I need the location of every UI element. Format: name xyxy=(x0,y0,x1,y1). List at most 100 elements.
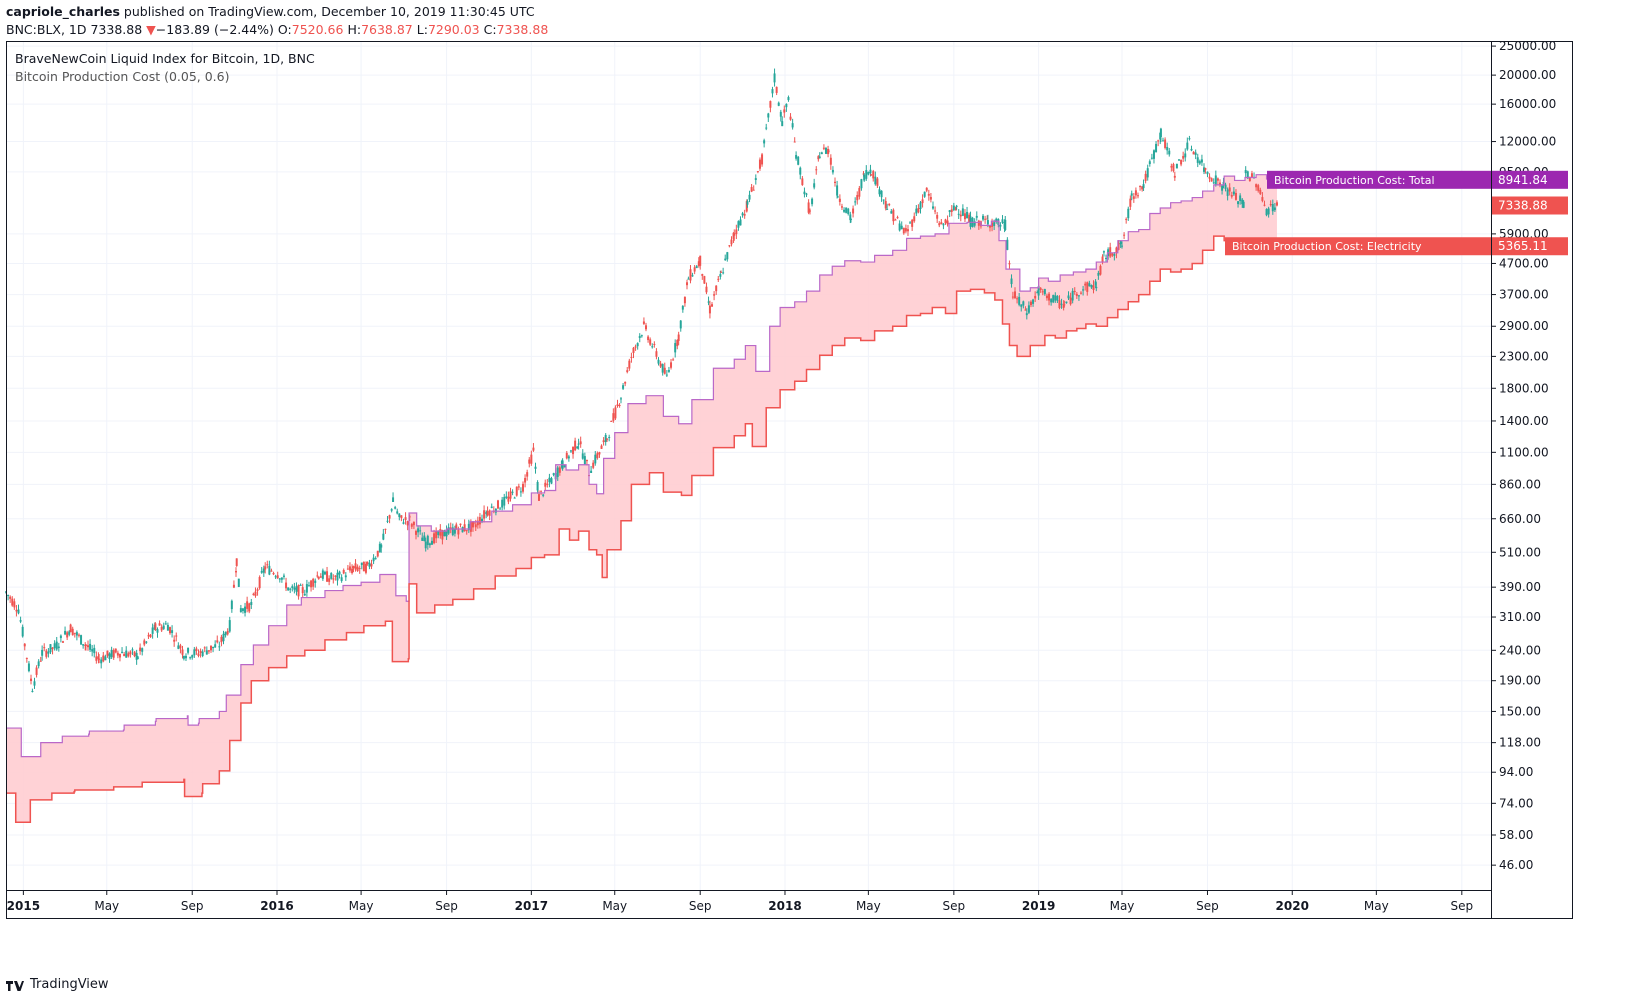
indicator-legend[interactable]: Bitcoin Production Cost (0.05, 0.6) xyxy=(15,69,230,84)
candle-body xyxy=(1144,173,1147,181)
candle-body xyxy=(665,374,668,376)
candle-body xyxy=(867,171,870,175)
candle-body xyxy=(323,571,326,575)
candle-body xyxy=(69,624,72,633)
candle-body xyxy=(1186,142,1189,150)
candle-body xyxy=(1265,209,1268,216)
candle-body xyxy=(1029,301,1032,306)
candle-body xyxy=(80,635,83,645)
candle-body xyxy=(151,627,154,634)
candle-body xyxy=(235,571,238,573)
candle-body xyxy=(1234,192,1237,200)
candle-body xyxy=(82,644,85,646)
candle-body xyxy=(496,500,499,509)
candle-body xyxy=(201,651,204,657)
candle-body xyxy=(645,325,648,330)
candle-body xyxy=(944,219,947,224)
x-tick-label: 2018 xyxy=(768,899,801,913)
ohlc-line: BNC:BLX, 1D 7338.88 ▼−183.89 (−2.44%) O:… xyxy=(6,22,548,37)
candle-body xyxy=(218,646,221,648)
candle-body xyxy=(754,178,757,181)
candle-body xyxy=(1075,293,1078,296)
candle-body xyxy=(33,681,36,686)
candle-body xyxy=(758,159,761,169)
candle-body xyxy=(977,220,980,226)
electricity-cost-line xyxy=(6,235,1278,823)
candle-body xyxy=(522,483,525,492)
candle-body xyxy=(209,645,212,651)
candle-body xyxy=(663,367,666,374)
candle-body xyxy=(693,267,696,272)
author-name[interactable]: capriole_charles xyxy=(6,4,120,19)
candle-body xyxy=(1204,168,1207,170)
candle-body xyxy=(7,594,10,596)
candle-body xyxy=(226,630,229,635)
x-tick-label: May xyxy=(602,899,627,913)
candle-body xyxy=(123,653,126,657)
candle-body xyxy=(301,587,304,594)
main-series-legend[interactable]: BraveNewCoin Liquid Index for Bitcoin, 1… xyxy=(15,51,315,66)
candle-body xyxy=(655,351,658,357)
candle-body xyxy=(125,650,128,658)
candle-body xyxy=(455,524,458,530)
candle-body xyxy=(439,529,442,536)
candle-body xyxy=(1082,289,1085,291)
candle-body xyxy=(1105,257,1108,260)
candle-body xyxy=(1022,301,1025,306)
candle-body xyxy=(118,653,121,658)
candle-body xyxy=(963,213,966,220)
candle-body xyxy=(791,123,794,128)
candle-body xyxy=(606,438,609,440)
candle-body xyxy=(256,589,259,591)
candle-body xyxy=(25,657,28,659)
candle-body xyxy=(1090,285,1093,288)
candle-body xyxy=(1129,198,1132,207)
candle-body xyxy=(156,629,159,633)
candle-body xyxy=(1263,204,1266,206)
candle-body xyxy=(232,584,235,588)
candle-body xyxy=(579,441,582,445)
candle-body xyxy=(917,208,920,213)
total-cost-line xyxy=(6,174,1278,758)
candle-body xyxy=(1157,140,1160,142)
candle-body xyxy=(108,653,111,660)
candle-body xyxy=(293,587,296,590)
candle-body xyxy=(670,362,673,368)
candle-body xyxy=(319,576,322,578)
candle-body xyxy=(15,609,18,612)
last-price: 7338.88 xyxy=(90,22,143,37)
candle-body xyxy=(765,127,768,129)
candle-body xyxy=(1095,286,1098,289)
candle-body xyxy=(838,198,841,202)
candle-body xyxy=(1221,185,1224,191)
footer-brand[interactable]: TradingView xyxy=(6,977,109,992)
candle-body xyxy=(813,183,816,188)
candle-body xyxy=(817,156,820,160)
candle-body xyxy=(752,189,755,191)
candle-body xyxy=(626,370,629,373)
candle-body xyxy=(354,563,357,570)
candle-body xyxy=(57,646,60,649)
candle-body xyxy=(534,466,537,469)
candle-body xyxy=(216,640,219,643)
candle-body xyxy=(730,239,733,245)
candle-body xyxy=(303,593,306,596)
x-tick-label: May xyxy=(1364,899,1389,913)
candle-body xyxy=(1228,187,1231,192)
price-tag-box xyxy=(1492,196,1568,215)
candle-body xyxy=(182,656,185,659)
candle-body xyxy=(713,294,716,296)
candle-body xyxy=(942,223,945,226)
candle-body xyxy=(847,208,850,214)
candle-body xyxy=(799,167,802,175)
candle-body xyxy=(608,436,611,438)
candle-body xyxy=(732,232,735,239)
close-label: C: xyxy=(483,22,497,37)
candle-body xyxy=(424,541,427,549)
price-tags: 8941.84 Bitcoin Production Cost: Total 733… xyxy=(1225,170,1568,256)
candle-body xyxy=(1196,157,1199,163)
candle-body xyxy=(193,649,196,656)
candle-body xyxy=(426,535,429,545)
candle-body xyxy=(13,601,16,608)
